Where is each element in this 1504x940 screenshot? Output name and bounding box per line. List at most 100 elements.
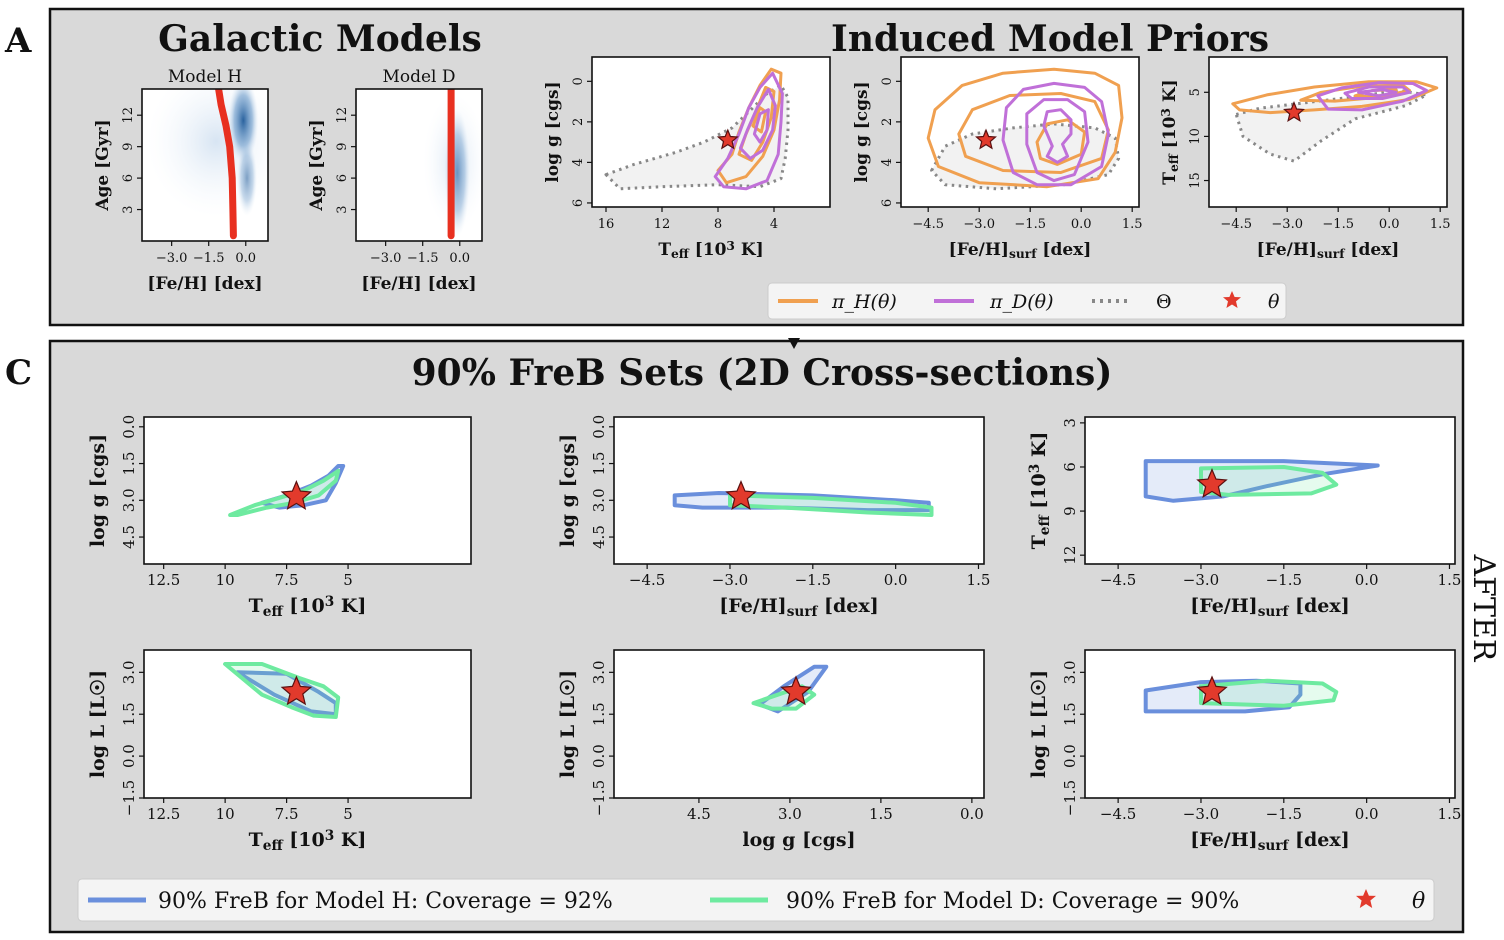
freb-feh-logg-xtick-label: −4.5	[629, 571, 665, 589]
legend-top: π_H(θ) π_D(θ) Θ θ	[767, 282, 1287, 320]
chart-prior-teff-logg: 16 12 8 4 0 2 4 6 Teff [103 K] log g [cgs]	[543, 56, 831, 261]
model-h-xtick-label: −3.0	[156, 251, 188, 266]
freb-logg-logl-xtick-label: 0.0	[960, 805, 984, 823]
prior-feh-logg-xlabel: [Fe/H]surf [dex]	[949, 240, 1092, 261]
model-h-ytick-label: 12	[121, 107, 136, 124]
model-h-ytick-label: 6	[121, 174, 136, 182]
model-d-title: Model D	[382, 67, 455, 87]
prior-teff-logg-contour-D-0	[713, 71, 784, 191]
freb-feh-logg-ylabel: log g [cgs]	[557, 434, 579, 547]
freb-feh-logl-true-theta-star	[1196, 675, 1228, 706]
freb-teff-logg-ytick-label: 3.0	[120, 488, 138, 512]
galactic-models-title: Galactic Models	[158, 18, 482, 60]
freb-feh-logg-ytick-label: 3.0	[590, 488, 608, 512]
freb-feh-logl-ytick-label: −1.5	[1061, 780, 1079, 816]
freb-feh-logl-xtick-label: 1.5	[1438, 805, 1462, 823]
chart-freb-teff-logg: 12.5 10 7.5 5 0.0 1.5 3.0 4.5 Teff [103 K] log g …	[87, 415, 472, 620]
freb-feh-logg-xtick-label: 1.5	[967, 571, 991, 589]
prior-teff-logg-xtick-label: 8	[714, 217, 722, 232]
legend-top-box	[767, 282, 1287, 320]
freb-feh-logl-plot-area	[1085, 650, 1455, 798]
model-d-frame	[355, 88, 483, 242]
freb-teff-logg-xtick-label: 7.5	[275, 571, 299, 589]
legend-top-theta-label: θ	[1268, 291, 1280, 313]
prior-feh-logg-contour-D-2	[1042, 108, 1073, 164]
prior-teff-logg-content	[604, 67, 790, 191]
prior-feh-logg-contour-H-2	[1035, 118, 1087, 166]
prior-feh-teff-contour-D-2	[1357, 88, 1398, 98]
legend-top-h-label: π_H(θ)	[831, 291, 897, 313]
freb-teff-logl-xtick-label: 5	[343, 805, 353, 823]
freb-teff-logg-frame	[143, 416, 472, 565]
prior-teff-logg-true-theta-star	[716, 128, 739, 150]
freb-teff-logl-xlabel: Teff [103 K]	[249, 828, 367, 854]
prior-feh-logg-xtick-label: −3.0	[963, 217, 995, 232]
freb-logg-logl-ylabel: log L [L☉]	[557, 670, 579, 778]
prior-feh-logg-contour-D-1	[1025, 98, 1090, 183]
after-side-label: AFTER	[1466, 554, 1501, 663]
prior-feh-teff-true-theta-star	[1283, 101, 1305, 122]
freb-teff-logg-ylabel: log g [cgs]	[87, 434, 109, 547]
freb-teff-logl-true-theta-star	[280, 675, 313, 706]
freb-feh-teff-content	[1143, 459, 1380, 503]
legend-bottom-star-icon	[1356, 889, 1376, 908]
chart-prior-feh-logg: −4.5 −3.0 −1.5 0.0 1.5 0 2 4 6 [Fe/H]surf [dex] lo…	[852, 56, 1143, 261]
chart-prior-feh-teff: −4.5 −3.0 −1.5 0.0 1.5 5 10 15 [Fe/H]surf [dex] T…	[1159, 56, 1451, 261]
chart-layer: −3.0 −1.5 0.0 3 6 9 12 [Fe/H] [dex] Age [Gyr] Mod…	[87, 56, 1462, 854]
prior-feh-teff-xtick-label: 1.5	[1430, 217, 1451, 232]
freb-teff-logg-ytick-label: 4.5	[120, 525, 138, 549]
model-d-xlabel: [Fe/H] [dex]	[361, 274, 476, 294]
freb-teff-logl-xtick-label: 12.5	[147, 805, 180, 823]
prior-teff-logg-ylabel: log g [cgs]	[543, 81, 563, 182]
connector-arrow-icon	[788, 338, 800, 349]
prior-feh-teff-contour-D-1	[1343, 85, 1412, 100]
freb-feh-logl-xtick-label: 0.0	[1355, 805, 1379, 823]
prior-feh-teff-ytick-label: 15	[1188, 172, 1203, 189]
freb-feh-logl-xtick-label: −3.0	[1183, 805, 1219, 823]
freb-logg-logl-ytick-label: 3.0	[590, 660, 608, 684]
chart-freb-feh-teff: −4.5 −3.0 −1.5 0.0 1.5 3 6 9 12 [Fe/H]surf [dex] T…	[1027, 416, 1462, 620]
freb-teff-logl-xtick-label: 7.5	[275, 805, 299, 823]
prior-feh-teff-contour-D-0	[1316, 81, 1429, 112]
freb-feh-teff-xtick-label: −4.5	[1100, 571, 1136, 589]
prior-feh-teff-xlabel: [Fe/H]surf [dex]	[1257, 240, 1400, 261]
legend-top-theta-region-label: Θ	[1156, 291, 1172, 313]
model-d-xtick-label: 0.0	[449, 251, 470, 266]
panel-a-letter: A	[4, 21, 32, 61]
prior-teff-logg-contour-theta-0	[604, 83, 790, 191]
freb-feh-teff-true-theta-star	[1196, 468, 1228, 498]
freb-teff-logl-frame	[143, 649, 472, 799]
prior-teff-logg-xtick-label: 16	[598, 217, 615, 232]
freb-feh-logg-xtick-label: −3.0	[712, 571, 748, 589]
prior-feh-teff-xtick-label: −4.5	[1220, 217, 1252, 232]
prior-feh-logg-xtick-label: −1.5	[1014, 217, 1046, 232]
freb-feh-teff-xtick-label: 1.5	[1438, 571, 1462, 589]
freb-logg-logl-xtick-label: 4.5	[687, 805, 711, 823]
freb-logg-logl-xtick-label: 1.5	[869, 805, 893, 823]
model-d-content	[423, 89, 482, 240]
induced-priors-title: Induced Model Priors	[831, 18, 1269, 60]
prior-feh-logg-ytick-label: 0	[880, 77, 895, 85]
freb-feh-logl-ytick-label: 3.0	[1061, 660, 1079, 684]
prior-feh-logg-xtick-label: 1.5	[1122, 217, 1143, 232]
model-h-xtick-label: −1.5	[193, 251, 225, 266]
panel-c-letter: C	[5, 353, 32, 393]
freb-teff-logl-region-D	[223, 662, 341, 719]
freb-feh-logg-frame	[613, 416, 985, 565]
freb-teff-logg-ytick-label: 0.0	[120, 415, 138, 439]
legend-bottom-theta-label: θ	[1412, 889, 1425, 914]
freb-teff-logg-content	[228, 464, 346, 517]
prior-feh-logg-ytick-label: 4	[880, 158, 895, 166]
prior-feh-teff-ytick-label: 10	[1188, 128, 1203, 145]
prior-teff-logg-ytick-label: 4	[571, 158, 586, 166]
prior-feh-teff-ytick-label: 5	[1188, 88, 1203, 96]
prior-teff-logg-xlabel: Teff [103 K]	[658, 239, 763, 261]
freb-teff-logl-content	[223, 662, 341, 719]
prior-feh-teff-xtick-label: 0.0	[1379, 217, 1400, 232]
prior-feh-teff-frame	[1208, 56, 1448, 208]
freb-feh-teff-xtick-label: −3.0	[1183, 571, 1219, 589]
prior-feh-logg-ylabel: log g [cgs]	[852, 81, 872, 182]
freb-teff-logg-xtick-label: 10	[216, 571, 235, 589]
prior-teff-logg-ytick-label: 0	[571, 77, 586, 85]
freb-logg-logl-xlabel: log g [cgs]	[742, 829, 855, 851]
